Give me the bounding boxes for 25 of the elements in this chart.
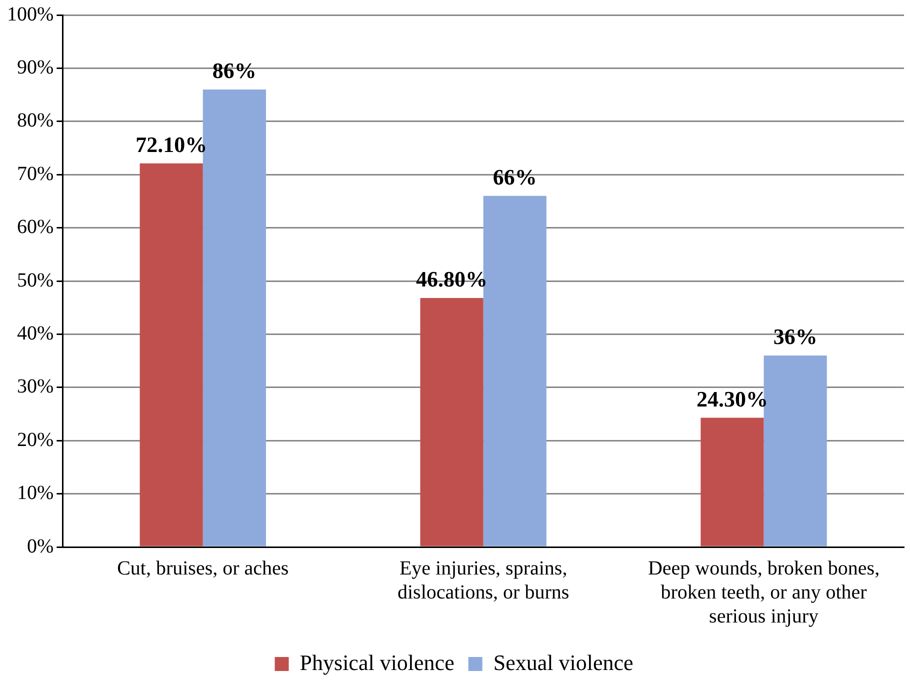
data-label: 24.30%	[696, 386, 768, 412]
data-label: 86%	[212, 58, 256, 84]
data-label: 66%	[492, 164, 537, 190]
y-tick-label: 40%	[16, 322, 54, 344]
y-tick-label: 70%	[16, 162, 54, 185]
y-tick-label: 0%	[26, 535, 54, 558]
x-tick-label: Eye injuries, sprains, dislocations, or burns	[398, 557, 570, 604]
data-label: 46.80%	[416, 266, 488, 292]
y-tick-label: 60%	[16, 216, 54, 238]
y-tick-label: 80%	[16, 110, 54, 132]
y-tick-label: 30%	[16, 376, 54, 398]
data-label: 36%	[773, 324, 818, 350]
x-tick-label: Deep wounds, broken bones, broken teeth, or any other serious injury	[648, 557, 880, 628]
y-tick-label: 100%	[6, 3, 54, 26]
y-tick-label: 90%	[16, 56, 54, 78]
bar	[700, 418, 764, 546]
bar	[140, 163, 203, 546]
y-tick-label: 10%	[16, 482, 54, 504]
y-tick-label: 20%	[16, 428, 54, 451]
legend-label: Sexual violence	[493, 650, 634, 675]
bar	[420, 298, 484, 546]
x-tick-label: Cut, bruises, or aches	[117, 557, 289, 580]
data-label: 72.10%	[136, 132, 208, 158]
y-tick-label: 50%	[16, 269, 54, 292]
legend-label: Physical violence	[300, 650, 454, 675]
